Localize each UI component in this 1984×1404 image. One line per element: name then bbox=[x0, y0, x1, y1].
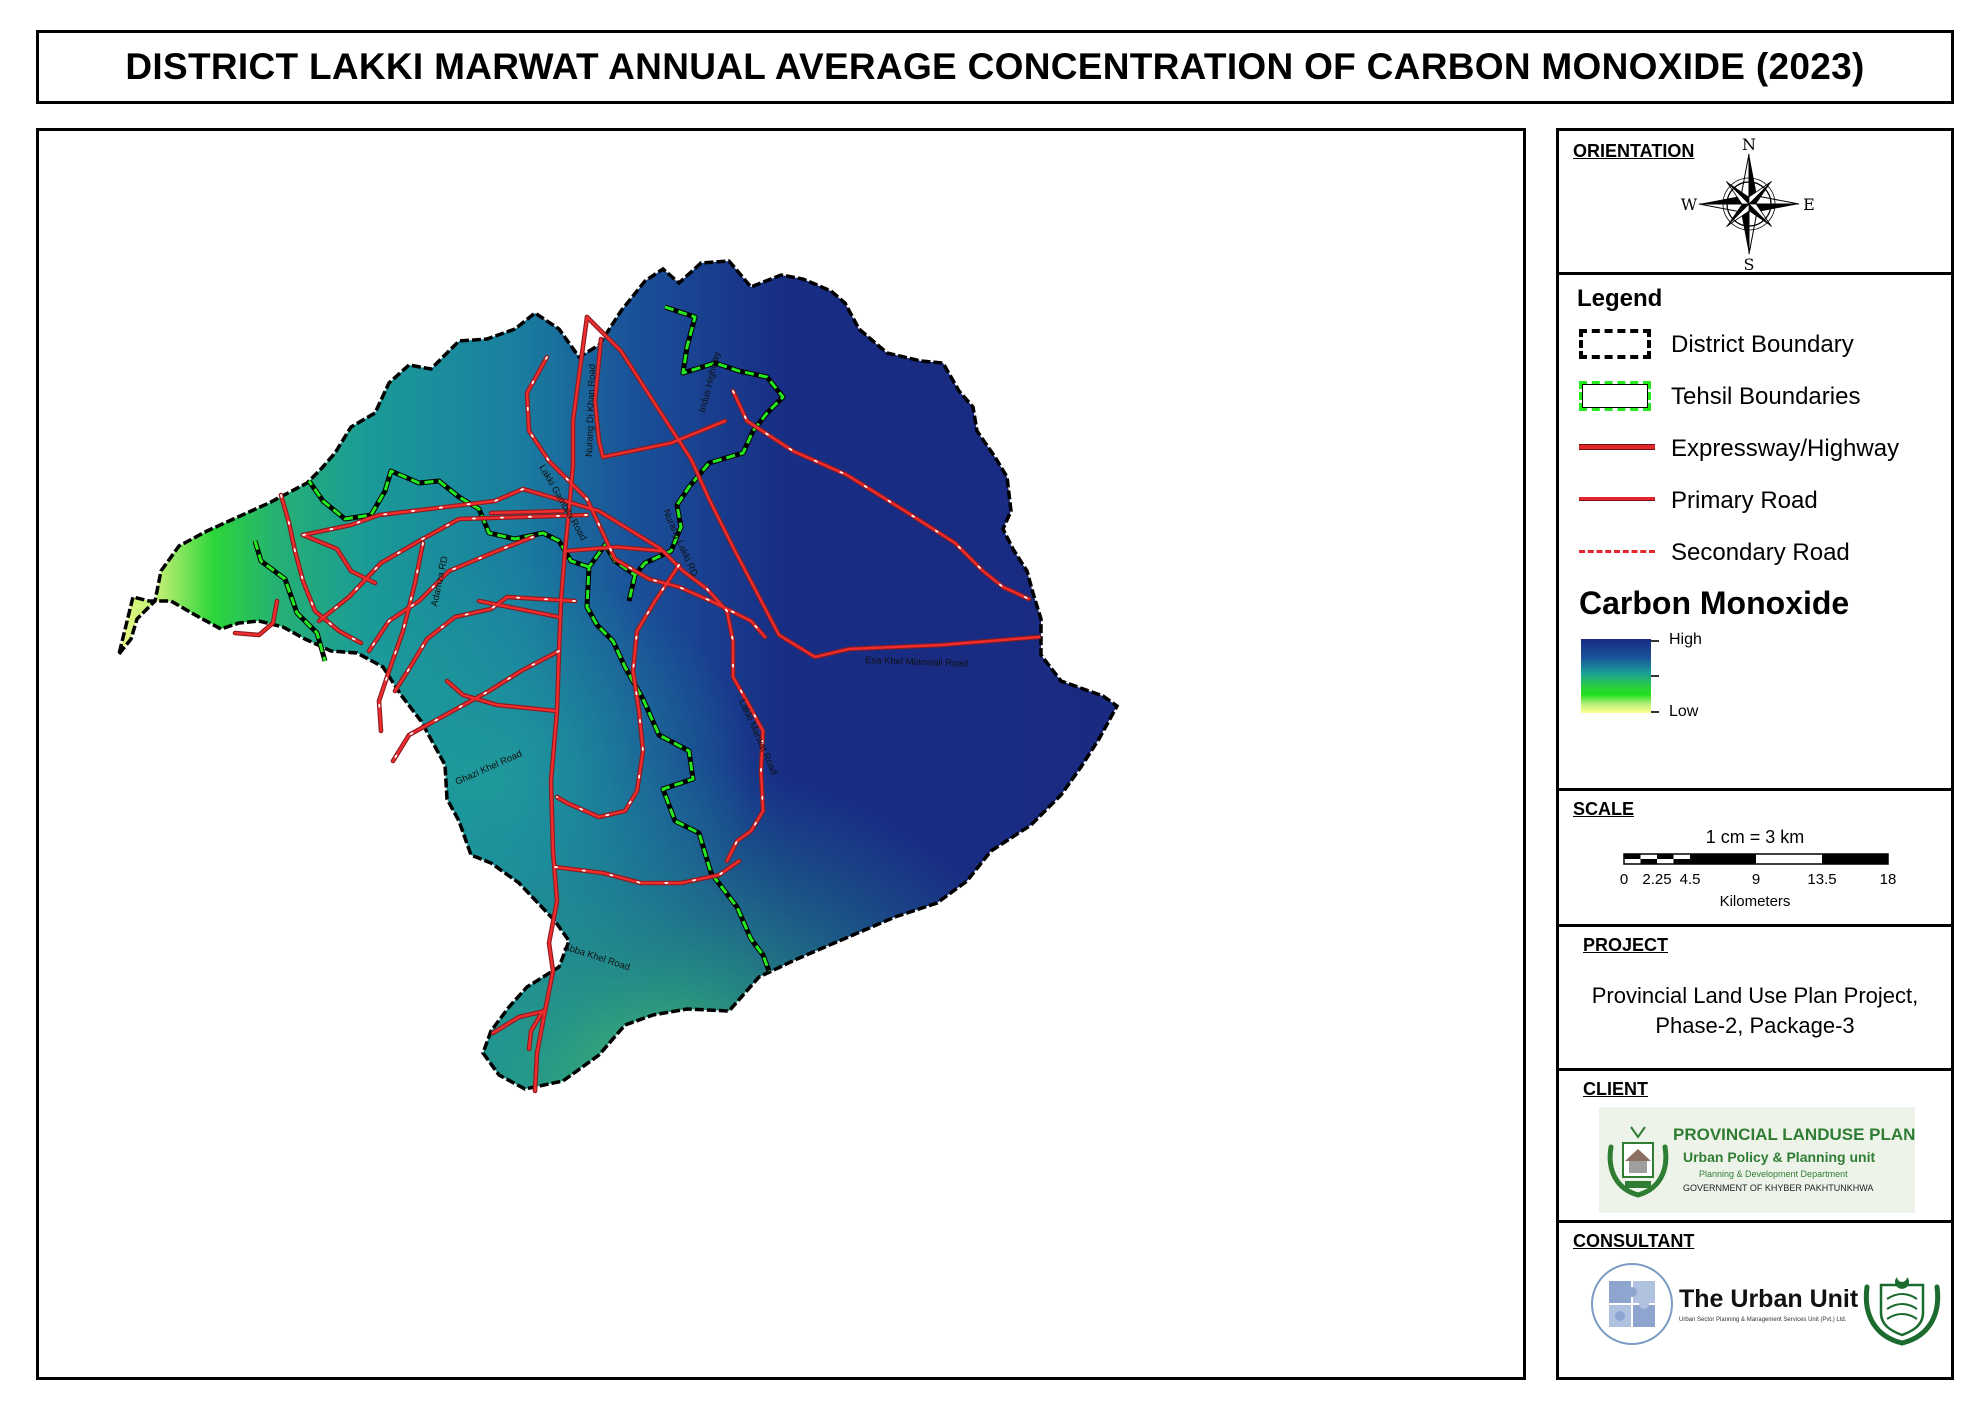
scale-tick: 0 bbox=[1619, 871, 1629, 888]
legend-item-secondary-road: Secondary Road bbox=[1577, 535, 1850, 571]
road-label-esa-khel-mianwali: Esa Khel Mianwali Road bbox=[865, 655, 968, 670]
map-frame: Nurang Di Khan Road Indus Highway Lakki … bbox=[36, 128, 1526, 1380]
ramp-tick-high bbox=[1651, 640, 1659, 642]
scale-tick: 2.25 bbox=[1642, 871, 1672, 888]
orientation-heading: ORIENTATION bbox=[1573, 141, 1695, 161]
client-logo: PROVINCIAL LANDUSE PLAN Urban Policy & P… bbox=[1599, 1107, 1915, 1213]
road-network bbox=[232, 314, 1042, 1094]
ramp-tick-mid bbox=[1651, 675, 1659, 677]
consultant-panel: CONSULTANT The Urban Unit Urban Sector P… bbox=[1559, 1223, 1951, 1377]
compass-south: S bbox=[1744, 255, 1755, 271]
client-logo-line-2: Urban Policy & Planning unit bbox=[1683, 1149, 1876, 1165]
compass-west: W bbox=[1681, 195, 1698, 214]
map-title-box: DISTRICT LAKKI MARWAT ANNUAL AVERAGE CON… bbox=[36, 30, 1954, 104]
scale-panel: SCALE 1 cm = 3 km 0 2.25 4.5 9 13.5 18 K… bbox=[1559, 791, 1951, 927]
scale-ratio: 1 cm = 3 km bbox=[1705, 827, 1805, 847]
scale-tick: 18 bbox=[1879, 871, 1897, 888]
project-line-2: Phase-2, Package-3 bbox=[1655, 1013, 1855, 1038]
urban-unit-puzzle-logo-icon bbox=[1591, 1263, 1673, 1345]
consultant-name: The Urban Unit bbox=[1679, 1285, 1859, 1313]
scale-tick: 13.5 bbox=[1807, 871, 1837, 888]
secondary-road-swatch bbox=[1577, 535, 1657, 571]
project-line-1: Provincial Land Use Plan Project, bbox=[1591, 983, 1919, 1008]
scale-tick: 9 bbox=[1751, 871, 1761, 888]
client-logo-line-4: GOVERNMENT OF KHYBER PAKHTUNKHWA bbox=[1683, 1183, 1874, 1193]
project-panel: PROJECT Provincial Land Use Plan Project… bbox=[1559, 927, 1951, 1071]
map-canvas: Nurang Di Khan Road Indus Highway Lakki … bbox=[117, 259, 1119, 1094]
ramp-title: Carbon Monoxide bbox=[1579, 585, 1850, 621]
carbon-monoxide-color-ramp bbox=[1581, 639, 1651, 713]
expressway-swatch bbox=[1577, 431, 1657, 467]
client-logo-line-3: Planning & Development Department bbox=[1699, 1169, 1848, 1179]
consultant-heading: CONSULTANT bbox=[1573, 1231, 1695, 1251]
compass-rose-icon: N S E W bbox=[1681, 137, 1815, 271]
consultant-tagline: Urban Sector Planning & Management Servi… bbox=[1679, 1317, 1847, 1323]
primary-road-swatch bbox=[1577, 483, 1657, 519]
legend-label: Primary Road bbox=[1671, 487, 1818, 514]
scale-unit: Kilometers bbox=[1719, 893, 1791, 910]
ramp-high-label: High bbox=[1669, 631, 1702, 648]
legend-label: Tehsil Boundaries bbox=[1671, 383, 1861, 410]
client-panel: CLIENT PROVINCIAL LANDUSE PLAN Urban Pol… bbox=[1559, 1071, 1951, 1223]
map-title: DISTRICT LAKKI MARWAT ANNUAL AVERAGE CON… bbox=[125, 46, 1865, 87]
project-heading: PROJECT bbox=[1583, 935, 1669, 955]
client-logo-line-1: PROVINCIAL LANDUSE PLAN bbox=[1673, 1125, 1916, 1144]
side-panel: ORIENTATION bbox=[1556, 128, 1954, 1380]
district-boundary-swatch bbox=[1577, 327, 1657, 363]
legend-item-expressway: Expressway/Highway bbox=[1577, 431, 1899, 467]
tehsil-boundary-swatch bbox=[1577, 379, 1657, 415]
legend-label: District Boundary bbox=[1671, 331, 1854, 358]
legend-item-primary-road: Primary Road bbox=[1577, 483, 1818, 519]
client-heading: CLIENT bbox=[1583, 1079, 1648, 1099]
legend-item-district-boundary: District Boundary bbox=[1577, 327, 1854, 363]
punjab-emblem-icon bbox=[1863, 1277, 1941, 1346]
scale-bar bbox=[1623, 853, 1889, 865]
kp-emblem-icon bbox=[1607, 1126, 1669, 1198]
orientation-panel: ORIENTATION bbox=[1559, 131, 1951, 275]
legend-item-tehsil-boundaries: Tehsil Boundaries bbox=[1577, 379, 1860, 415]
compass-north: N bbox=[1742, 137, 1756, 154]
ramp-tick-low bbox=[1651, 711, 1659, 713]
legend-panel: Legend District Boundary Tehsil Boundari… bbox=[1559, 275, 1951, 791]
scale-heading: SCALE bbox=[1573, 799, 1635, 819]
carbon-monoxide-raster bbox=[119, 261, 1117, 1089]
compass-east: E bbox=[1803, 195, 1815, 214]
scale-tick: 4.5 bbox=[1679, 871, 1701, 888]
ramp-low-label: Low bbox=[1669, 703, 1699, 720]
legend-heading: Legend bbox=[1577, 285, 1663, 312]
legend-label: Expressway/Highway bbox=[1671, 435, 1900, 462]
road-label-nurang-di-khan: Nurang Di Khan Road bbox=[584, 364, 598, 457]
legend-label: Secondary Road bbox=[1671, 539, 1850, 566]
